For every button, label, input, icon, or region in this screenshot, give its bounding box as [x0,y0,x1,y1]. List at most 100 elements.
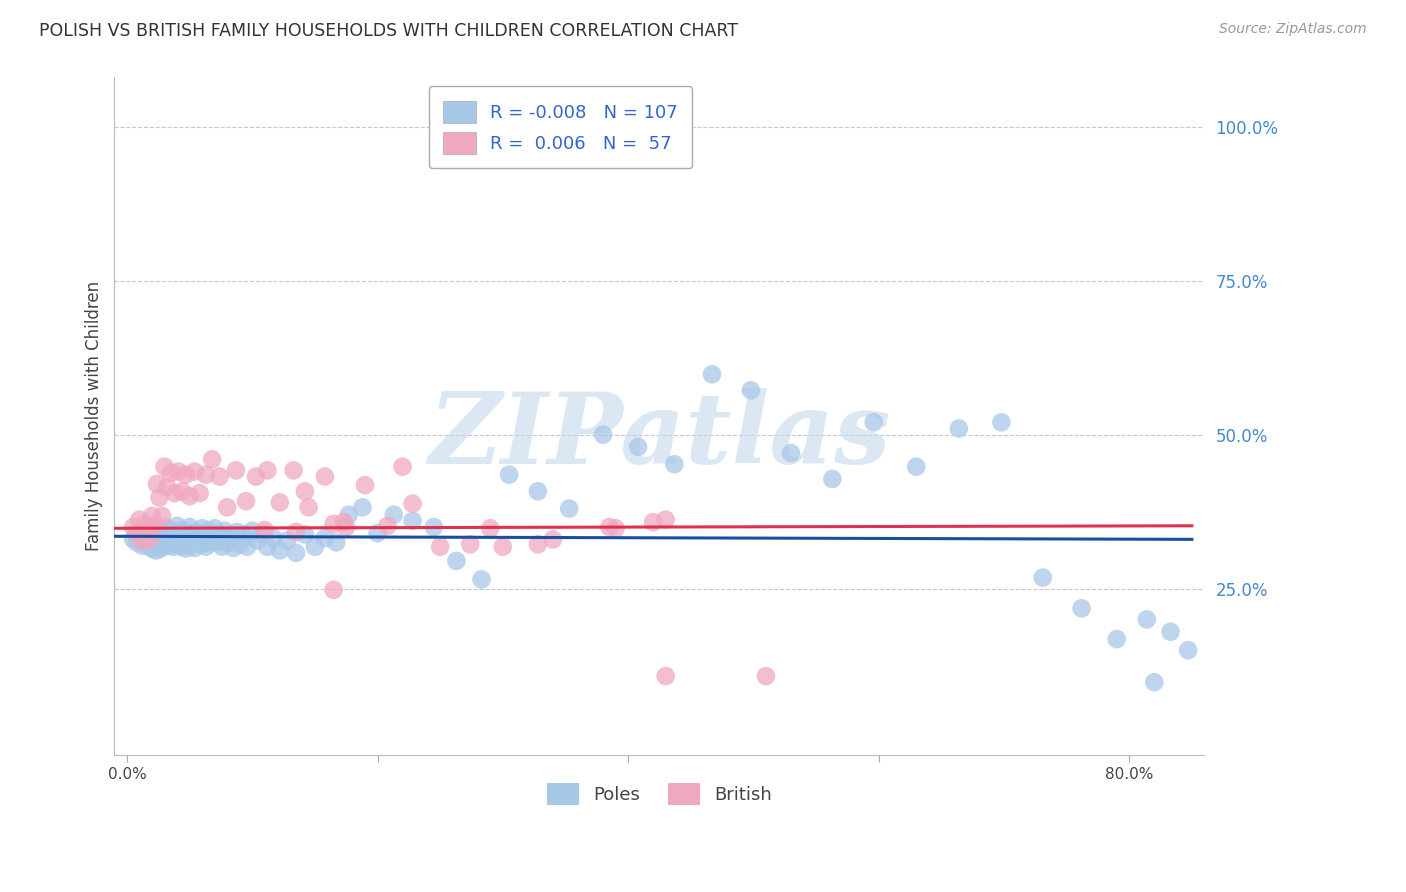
Point [429,540,451,554]
Point [1160,624,1182,639]
Point [352,500,374,515]
Point [166,518,188,533]
Point [204,521,226,535]
Point [142,537,165,551]
Point [862,415,884,429]
Point [627,440,650,454]
Point [143,531,166,545]
Point [136,524,159,539]
Point [141,524,163,539]
Point [228,537,250,551]
Point [948,421,970,435]
Point [1105,632,1128,647]
Point [181,534,204,549]
Point [458,537,481,551]
Point [172,535,194,549]
Point [197,524,219,538]
Point [194,467,217,482]
Point [256,463,278,477]
Point [194,540,217,554]
Point [131,533,153,548]
Point [160,527,183,541]
Point [479,521,502,535]
Point [187,537,209,551]
Point [252,527,274,541]
Point [122,520,145,534]
Point [246,533,269,548]
Point [125,526,148,541]
Point [294,484,316,499]
Point [990,415,1012,429]
Point [217,536,239,550]
Point [276,533,298,548]
Point [138,540,160,554]
Point [256,540,278,554]
Point [740,384,762,398]
Point [139,527,162,541]
Y-axis label: Family Households with Children: Family Households with Children [86,281,103,551]
Point [382,508,405,522]
Point [165,537,187,551]
Point [176,526,198,541]
Point [780,446,803,460]
Point [664,457,686,471]
Point [131,539,153,553]
Point [141,541,163,556]
Point [283,463,305,477]
Point [253,523,276,537]
Point [157,539,180,553]
Point [167,533,190,548]
Point [654,513,676,527]
Point [401,514,423,528]
Point [314,469,336,483]
Point [149,541,172,556]
Point [152,539,174,553]
Point [377,518,399,533]
Point [470,573,492,587]
Point [700,368,723,382]
Point [163,524,186,539]
Point [183,465,205,479]
Point [188,531,211,545]
Point [148,491,170,505]
Point [201,452,224,467]
Point [170,484,193,499]
Point [159,466,181,480]
Point [143,518,166,533]
Point [162,540,184,554]
Point [169,527,191,541]
Point [222,541,245,555]
Point [128,526,150,541]
Point [150,526,173,541]
Point [1136,612,1159,626]
Point [134,516,156,531]
Point [174,541,197,556]
Point [1032,570,1054,584]
Point [285,546,308,560]
Point [198,536,221,550]
Point [391,459,413,474]
Point [148,529,170,543]
Point [191,521,214,535]
Point [269,495,291,509]
Text: ZIPatlas: ZIPatlas [429,388,890,484]
Point [217,500,239,515]
Point [423,520,446,534]
Point [128,513,150,527]
Point [367,526,389,541]
Point [208,527,231,541]
Point [236,540,259,554]
Point [188,486,211,500]
Point [138,533,160,547]
Point [214,524,236,538]
Point [150,508,173,523]
Point [263,531,285,545]
Point [558,501,581,516]
Point [135,533,157,548]
Point [541,533,564,547]
Point [218,529,240,543]
Point [322,582,344,597]
Point [527,484,550,499]
Point [179,520,201,534]
Point [173,529,195,543]
